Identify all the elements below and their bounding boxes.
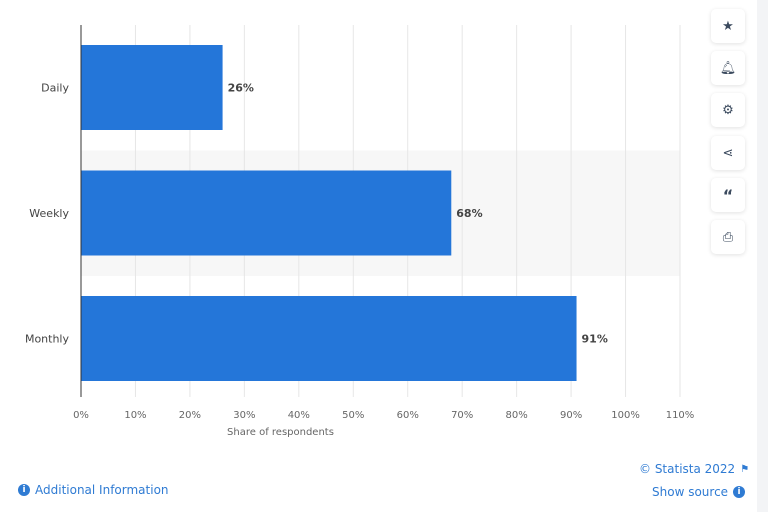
share-button[interactable]: ⋖ (711, 136, 745, 170)
gear-icon: ⚙ (722, 102, 734, 118)
share-icon: ⋖ (722, 145, 734, 161)
x-tick-label: 110% (666, 410, 695, 421)
bell-icon: 🔔︎ (719, 60, 737, 76)
print-icon: ⎙ (722, 229, 734, 245)
show-source-text: Show source (652, 485, 729, 499)
x-tick-label: 20% (179, 410, 201, 421)
info-icon: i (18, 484, 30, 496)
bar-daily (81, 45, 223, 130)
x-tick-label: 90% (560, 410, 582, 421)
y-tick-label: Daily (41, 82, 69, 95)
flag-icon: ⚑ (740, 463, 750, 475)
favorite-button[interactable]: ★ (711, 9, 745, 43)
data-label: 26% (228, 82, 254, 95)
bar-chart: 0% 10% 20% 30% 40% 50% 60% 70% 80% 90% 100% 110% Sha… (25, 25, 695, 438)
data-label: 91% (582, 333, 608, 346)
y-tick-label: Monthly (25, 333, 70, 346)
star-icon: ★ (722, 18, 734, 34)
bar-weekly (81, 170, 452, 256)
copyright-text: © Statista 2022 (639, 462, 736, 476)
data-label: 68% (456, 207, 482, 220)
x-tick-label: 10% (124, 410, 146, 421)
x-tick-label: 100% (611, 410, 640, 421)
x-tick-label: 40% (288, 410, 310, 421)
quote-icon: “ (722, 185, 734, 205)
y-tick-label: Weekly (29, 207, 69, 220)
copyright-link[interactable]: © Statista 2022 ⚑ (639, 462, 749, 476)
show-source-link[interactable]: Show source i (652, 485, 746, 499)
cite-button[interactable]: “ (711, 178, 745, 212)
print-button[interactable]: ⎙ (711, 220, 745, 254)
notification-button[interactable]: 🔔︎ (711, 51, 745, 85)
additional-information-text: Additional Information (35, 483, 169, 497)
x-tick-label: 50% (342, 410, 364, 421)
x-axis-title: Share of respondents (227, 427, 334, 438)
info-icon: i (733, 486, 746, 498)
x-tick-label: 80% (506, 410, 528, 421)
additional-information-link[interactable]: i Additional Information (18, 483, 169, 497)
settings-button[interactable]: ⚙ (711, 93, 745, 127)
x-tick-label: 70% (451, 410, 473, 421)
x-tick-label: 0% (73, 410, 89, 421)
bar-monthly (81, 296, 577, 381)
x-tick-label: 60% (397, 410, 419, 421)
sidebar-strip (757, 0, 768, 512)
x-tick-label: 30% (233, 410, 255, 421)
